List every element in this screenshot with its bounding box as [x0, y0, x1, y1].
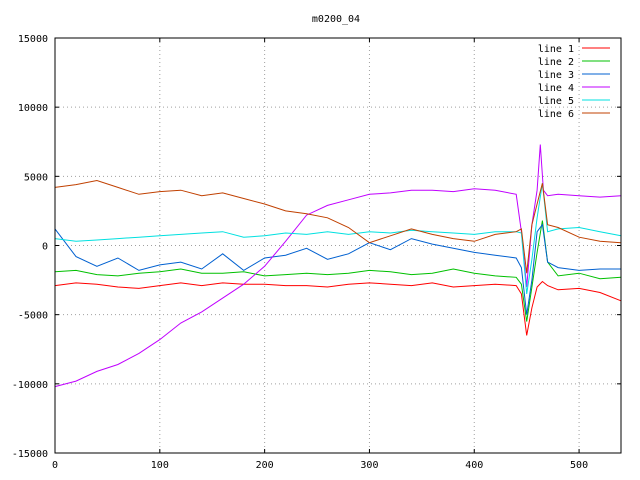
- series-line-1: [54, 280, 622, 336]
- y-tick-label: 5000: [24, 172, 48, 183]
- x-tick-label: 400: [465, 460, 483, 471]
- legend-label: line 5: [538, 96, 574, 107]
- chart-title: m0200_04: [312, 14, 360, 25]
- y-tick-label: 10000: [18, 103, 48, 114]
- y-tick-label: 0: [42, 242, 48, 253]
- legend-label: line 4: [538, 83, 574, 94]
- series-line-4: [54, 144, 622, 388]
- y-tick-label: 15000: [18, 34, 48, 45]
- x-tick-label: 0: [52, 460, 58, 471]
- legend-label: line 3: [538, 70, 574, 81]
- legend-label: line 6: [538, 109, 574, 120]
- x-tick-label: 300: [360, 460, 378, 471]
- y-tick-label: -10000: [12, 380, 48, 391]
- axis-ticks: 0 100 200 300 400 500 -15000 -10000 -5000 0 5000 10…: [12, 34, 621, 471]
- series-line-5: [54, 183, 622, 294]
- legend-label: line 2: [538, 57, 574, 68]
- legend: line 1 line 2 line 3 line 4 line 5 line 6: [538, 44, 610, 120]
- y-tick-label: -5000: [18, 311, 48, 322]
- x-tick-label: 500: [570, 460, 588, 471]
- y-tick-label: -15000: [12, 449, 48, 460]
- series-line-3: [54, 223, 621, 315]
- series-line-2: [54, 220, 622, 322]
- legend-label: line 1: [538, 44, 574, 55]
- x-tick-label: 200: [256, 460, 274, 471]
- series-line-6: [54, 179, 622, 274]
- x-tick-label: 100: [151, 460, 169, 471]
- series-lines: [54, 144, 622, 388]
